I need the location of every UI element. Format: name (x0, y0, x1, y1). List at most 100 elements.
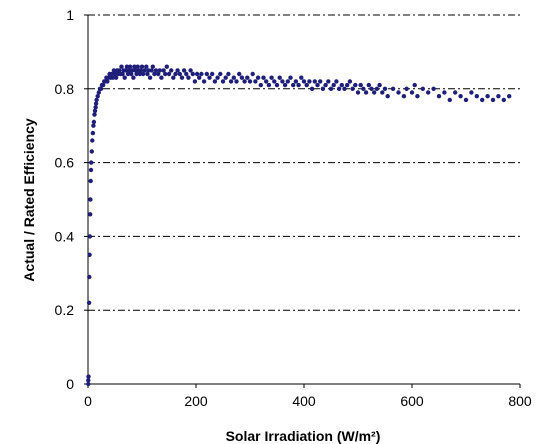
data-point (458, 94, 463, 99)
data-point (212, 79, 218, 84)
data-point (144, 64, 149, 69)
data-point (134, 71, 139, 77)
data-point (436, 94, 442, 99)
data-point (87, 252, 92, 257)
x-tick-label: 400 (292, 393, 316, 409)
data-point (323, 82, 328, 88)
data-point (90, 130, 96, 136)
data-point (226, 71, 231, 77)
data-point (285, 79, 290, 84)
data-point (326, 79, 331, 84)
data-point (307, 79, 312, 84)
y-tick-label: 0.4 (55, 228, 75, 244)
data-point (266, 82, 272, 88)
data-point (161, 68, 166, 73)
data-point (147, 75, 153, 80)
data-point (390, 86, 396, 92)
data-point (123, 68, 128, 73)
data-point (140, 71, 146, 77)
data-point (204, 71, 209, 77)
data-point (228, 79, 234, 84)
data-point (89, 149, 95, 154)
data-point (125, 71, 131, 77)
data-point (239, 75, 245, 80)
data-point (496, 94, 501, 99)
data-point (210, 71, 215, 77)
data-point (159, 75, 164, 80)
data-point (415, 94, 420, 99)
data-point (334, 79, 339, 84)
data-point (242, 79, 247, 84)
data-point (133, 68, 138, 73)
data-point (480, 97, 485, 103)
data-point (190, 71, 195, 77)
data-point (304, 82, 309, 88)
data-point (369, 86, 374, 92)
data-point (90, 138, 95, 143)
data-point (253, 79, 258, 84)
y-axis-ticks: 0 0.2 0.4 0.6 0.8 1 (55, 7, 88, 392)
data-point (194, 71, 200, 77)
y-tick-label: 0.6 (55, 155, 75, 171)
data-point (336, 86, 342, 92)
data-point (96, 90, 102, 95)
data-point (299, 75, 304, 80)
y-tick-label: 0 (66, 376, 74, 392)
data-point (87, 274, 92, 280)
data-point (173, 71, 178, 77)
data-point (131, 75, 136, 80)
data-point (245, 75, 250, 80)
x-tick-label: 800 (508, 393, 532, 409)
data-point (157, 68, 162, 73)
data-point (318, 79, 323, 84)
data-point (412, 82, 417, 88)
data-point (110, 75, 116, 80)
data-point (188, 68, 193, 73)
gridlines (88, 14, 520, 311)
data-point (385, 94, 390, 99)
data-point (119, 64, 124, 69)
data-point (88, 197, 93, 202)
data-point (363, 90, 369, 95)
data-point (126, 68, 132, 73)
data-point (177, 71, 182, 77)
data-point (355, 90, 361, 95)
data-point (269, 75, 274, 80)
data-point (382, 86, 388, 92)
data-point (139, 64, 145, 69)
data-point (130, 68, 135, 73)
data-point (92, 108, 98, 114)
data-point (396, 90, 401, 95)
data-point (372, 90, 377, 95)
data-point (93, 101, 99, 106)
data-point (149, 68, 154, 73)
data-point (507, 94, 512, 99)
data-point (94, 97, 99, 103)
data-point (377, 82, 382, 88)
data-point (150, 64, 155, 69)
data-point (93, 105, 98, 110)
data-point (272, 79, 277, 84)
data-point (109, 71, 115, 77)
data-point (237, 71, 242, 77)
data-point (135, 64, 140, 69)
data-point (152, 71, 157, 77)
data-point (288, 75, 293, 80)
data-point (234, 79, 239, 84)
data-point (95, 94, 100, 99)
data-point (274, 82, 280, 88)
data-point (258, 82, 263, 88)
data-point (282, 82, 288, 88)
x-tick-label: 0 (84, 393, 92, 409)
data-point (184, 71, 189, 77)
data-point (380, 90, 385, 95)
data-point (132, 64, 137, 69)
data-point (86, 374, 91, 379)
data-point (86, 300, 92, 305)
data-point (331, 82, 336, 88)
data-point (153, 68, 159, 73)
data-point (89, 160, 94, 165)
data-point (88, 212, 93, 217)
data-point (255, 75, 261, 80)
